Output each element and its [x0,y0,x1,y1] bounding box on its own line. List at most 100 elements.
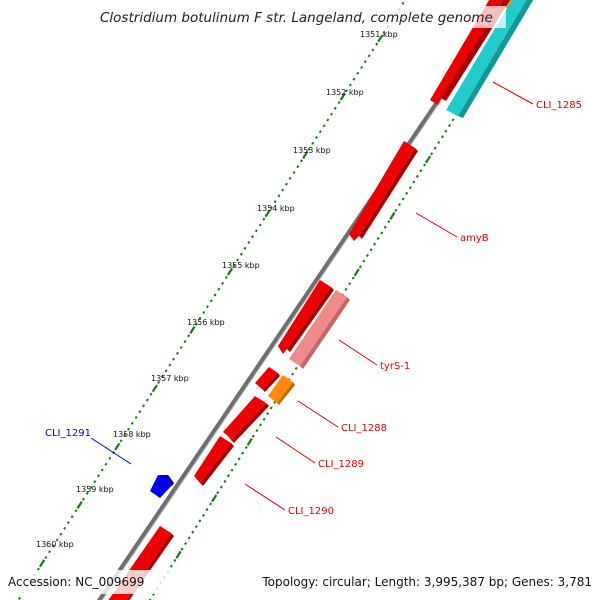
minor-tick [48,550,52,554]
minor-tick [198,519,202,523]
minor-tick [269,406,273,410]
minor-tick [187,334,191,338]
minor-tick [205,508,209,512]
minor-tick [296,165,300,169]
tick-label: 1358 kbp [113,430,151,439]
minor-tick [419,169,423,173]
minor-tick [440,135,444,139]
minor-tick [345,89,349,93]
minor-tick [244,445,248,450]
tick-label: 1356 kbp [187,318,225,327]
major-tick [424,155,432,164]
minor-tick [398,203,402,207]
gene-cli-1288[interactable] [268,375,295,405]
minor-tick [273,200,277,204]
minor-tick [70,515,74,519]
minor-tick [367,54,371,58]
minor-tick [130,421,134,425]
minor-tick [100,468,104,472]
gene-tyrs-1[interactable] [289,290,350,369]
minor-tick [318,130,322,134]
minor-tick [179,345,183,350]
gene-cli-1286[interactable] [278,280,334,354]
tick-label: 1351 kbp [360,30,398,39]
tick-label: 1354 kbp [257,204,295,213]
minor-tick [360,65,364,70]
minor-tick [307,147,311,151]
minor-tick [412,180,416,184]
minor-tick [394,208,398,212]
gene-label-tyrs-1: tyrS-1 [380,361,410,372]
minor-tick [145,398,149,402]
minor-tick [352,77,356,81]
minor-tick [224,275,228,280]
minor-tick [205,305,209,309]
minor-tick [51,544,55,548]
minor-tick [362,259,366,263]
minor-tick [119,439,123,443]
minor-tick [437,140,441,145]
minor-tick [375,42,379,46]
minor-tick [138,410,142,414]
minor-tick [168,363,172,367]
minor-tick [401,1,405,5]
tick-label: 1355 kbp [222,261,260,270]
minor-tick [330,112,334,116]
gene-cli-1291[interactable] [150,475,174,498]
gene-cli-1290[interactable] [194,436,234,486]
gene-cli-1289[interactable] [223,396,269,443]
minor-tick [266,412,270,416]
minor-tick [96,474,100,478]
minor-tick [326,118,330,122]
minor-tick [202,310,206,315]
major-tick [353,268,360,277]
minor-tick [291,372,295,376]
minor-tick [59,532,63,536]
minor-tick [194,322,198,326]
minor-tick [237,457,241,461]
minor-tick [157,380,161,385]
minor-tick [277,194,281,198]
major-tick [151,384,158,393]
major-tick [389,211,396,220]
minor-tick [262,417,266,421]
minor-tick [44,555,48,560]
minor-tick [387,220,391,224]
minor-tick [314,135,319,140]
major-tick [226,267,234,276]
minor-tick [383,225,387,229]
gene-label-cli-1285: CLI_1285 [536,100,582,111]
minor-tick [251,434,255,438]
minor-tick [36,567,40,571]
tick-label: 1352 kbp [326,88,364,97]
minor-tick [85,491,89,495]
minor-tick [284,182,288,186]
minor-tick [66,520,70,525]
gene-amyb[interactable] [349,141,418,241]
minor-tick [201,513,205,517]
minor-tick [209,502,213,506]
gene-cli-1287[interactable] [255,367,280,392]
minor-tick [187,536,191,540]
minor-tick [423,163,426,167]
minor-tick [209,299,213,303]
minor-tick [376,236,380,241]
minor-tick [444,129,448,133]
minor-tick [164,369,168,373]
gene-cli-1285-cyan[interactable] [446,0,535,118]
minor-tick [93,480,97,484]
minor-tick [226,474,230,478]
major-tick [114,442,121,451]
minor-tick [273,400,277,404]
minor-tick [258,223,262,227]
gene-label-cli-1290: CLI_1290 [288,506,334,517]
minor-tick [247,240,251,245]
major-tick [302,151,309,159]
tick-labels: 1351 kbp 1352 kbp 1353 kbp 1354 kbp 1355… [36,30,398,549]
minor-tick [299,159,303,163]
minor-tick [148,598,152,600]
minor-tick [123,433,127,437]
minor-tick [337,100,341,105]
